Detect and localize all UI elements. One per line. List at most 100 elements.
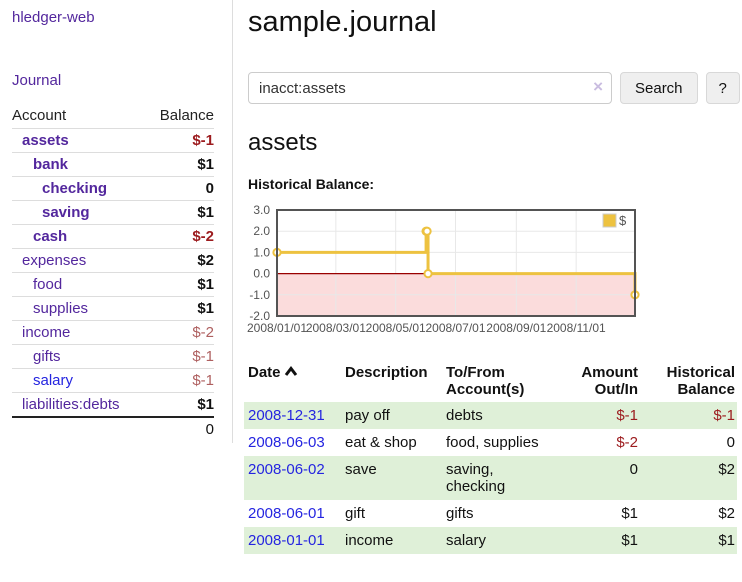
register-header-amount: Amount Out/In: [581, 364, 638, 398]
account-link-checking[interactable]: checking: [42, 180, 108, 197]
y-tick-label: 2.0: [253, 224, 270, 238]
account-link-supplies[interactable]: supplies: [33, 300, 89, 317]
account-link-cash[interactable]: cash: [33, 228, 68, 245]
chart-legend-label: $: [619, 213, 627, 228]
x-tick-label: 2008/11/01: [547, 321, 606, 335]
account-row: salary $-1: [12, 368, 214, 393]
sort-ascending-icon: [284, 364, 298, 381]
account-row: saving $1: [12, 200, 214, 225]
account-link-salary[interactable]: salary: [33, 372, 74, 389]
account-row: expenses $2: [12, 248, 214, 273]
sidebar: hledger-web Journal Account Balance asse…: [0, 0, 233, 443]
account-row: income $-2: [12, 320, 214, 345]
transaction-row: 2008-06-02 save saving, checking 0 $2: [244, 456, 737, 500]
transaction-accounts: salary: [446, 532, 487, 549]
search-help-button[interactable]: ?: [705, 72, 740, 104]
x-tick-label: 2008/09/01: [486, 321, 546, 335]
account-balance: 0: [146, 176, 214, 201]
plot-border: [276, 209, 636, 317]
accounts-total-balance: 0: [146, 416, 214, 441]
app-title-link[interactable]: hledger-web: [12, 9, 95, 26]
transaction-description: eat & shop: [345, 434, 417, 451]
account-row: assets $-1: [12, 128, 214, 153]
transaction-row: 2008-12-31 pay off debts $-1 $-1: [244, 402, 737, 429]
account-row: supplies $1: [12, 296, 214, 321]
accounts-column-header: Account: [12, 107, 67, 124]
main-content: sample.journal × Search ? assets Histori…: [244, 0, 742, 554]
transaction-date-link[interactable]: 2008-12-31: [248, 407, 325, 424]
account-row: gifts $-1: [12, 344, 214, 369]
chart-title: Historical Balance:: [248, 176, 375, 192]
transaction-description: gift: [345, 505, 366, 522]
account-balance: $-2: [146, 320, 214, 345]
account-balance: $1: [146, 392, 214, 417]
transaction-row: 2008-01-01 income salary $1 $1: [244, 527, 737, 554]
account-balance: $2: [146, 248, 214, 273]
x-tick-label: 2008/05/01: [366, 321, 426, 335]
chart-legend-swatch: [602, 213, 617, 228]
account-link-liabilities-debts[interactable]: liabilities:debts: [22, 396, 120, 413]
y-tick-label: -2.0: [249, 309, 270, 323]
transaction-accounts: debts: [446, 407, 483, 424]
y-tick-label: 0.0: [253, 267, 270, 281]
data-point: [422, 226, 432, 236]
register-header-accounts: To/From Account(s): [446, 364, 525, 398]
sidebar-item-journal[interactable]: Journal: [12, 72, 62, 89]
transaction-description: pay off: [345, 407, 390, 424]
register-header-description: Description: [345, 364, 428, 381]
y-tick-label: 1.0: [253, 245, 270, 259]
x-tick-label: 2008/07/01: [425, 321, 485, 335]
account-balance: $1: [146, 296, 214, 321]
account-link-expenses[interactable]: expenses: [22, 252, 87, 269]
accounts-header-row: Account Balance: [12, 104, 214, 129]
transaction-accounts: saving, checking: [446, 461, 506, 495]
account-balance: $-1: [146, 368, 214, 393]
account-balance: $-2: [146, 224, 214, 249]
register-header-balance: Historical Balance: [666, 364, 735, 398]
account-row: food $1: [12, 272, 214, 297]
transaction-description: income: [345, 532, 394, 549]
transaction-amount: $1: [621, 532, 638, 549]
accounts-table: Account Balance assets $-1 bank $1 checkin…: [12, 104, 214, 441]
accounts-total-row: 0: [12, 416, 214, 441]
transaction-date-link[interactable]: 2008-06-02: [248, 461, 325, 478]
account-balance: $-1: [146, 128, 214, 153]
search-button[interactable]: Search: [620, 72, 698, 104]
search-input[interactable]: [248, 72, 612, 104]
transaction-amount: 0: [629, 461, 638, 478]
account-row: cash $-2: [12, 224, 214, 249]
account-balance: $-1: [146, 344, 214, 369]
transaction-date-link[interactable]: 2008-06-01: [248, 505, 325, 522]
account-link-saving[interactable]: saving: [42, 204, 90, 221]
transaction-date-link[interactable]: 2008-06-03: [248, 434, 325, 451]
x-tick-label: 2008/03/01: [306, 321, 366, 335]
transaction-date-link[interactable]: 2008-01-01: [248, 532, 325, 549]
account-balance: $1: [146, 272, 214, 297]
account-link-income[interactable]: income: [22, 324, 71, 341]
account-link-bank[interactable]: bank: [33, 156, 69, 173]
account-heading: assets: [248, 129, 318, 156]
account-row: liabilities:debts $1: [12, 392, 214, 417]
account-link-food[interactable]: food: [33, 276, 63, 293]
transaction-amount: $-2: [616, 434, 638, 451]
search-form: × Search ?: [248, 72, 742, 104]
transaction-balance: 0: [726, 434, 735, 451]
balance-column-header: Balance: [159, 107, 214, 124]
transaction-amount: $1: [621, 505, 638, 522]
transaction-balance: $2: [718, 461, 735, 478]
transaction-balance: $2: [718, 505, 735, 522]
transaction-balance: $1: [718, 532, 735, 549]
register-header-date[interactable]: Date: [244, 362, 341, 402]
account-link-gifts[interactable]: gifts: [33, 348, 61, 365]
register-table: Date Description To/From Account(s) Amou…: [244, 362, 737, 554]
clear-search-icon[interactable]: ×: [593, 77, 603, 96]
account-balance: $1: [146, 200, 214, 225]
account-row: bank $1: [12, 152, 214, 177]
balance-chart[interactable]: 3.0 2.0 1.0 0.0 -1.0 -2.02008/01/012008/03/01…: [244, 203, 644, 349]
transaction-row: 2008-06-03 eat & shop food, supplies $-2…: [244, 429, 737, 456]
transaction-balance: $-1: [713, 407, 735, 424]
transaction-description: save: [345, 461, 377, 478]
account-link-assets[interactable]: assets: [22, 132, 69, 149]
x-tick-label: 2008/01/01: [247, 321, 307, 335]
transaction-accounts: food, supplies: [446, 434, 539, 451]
